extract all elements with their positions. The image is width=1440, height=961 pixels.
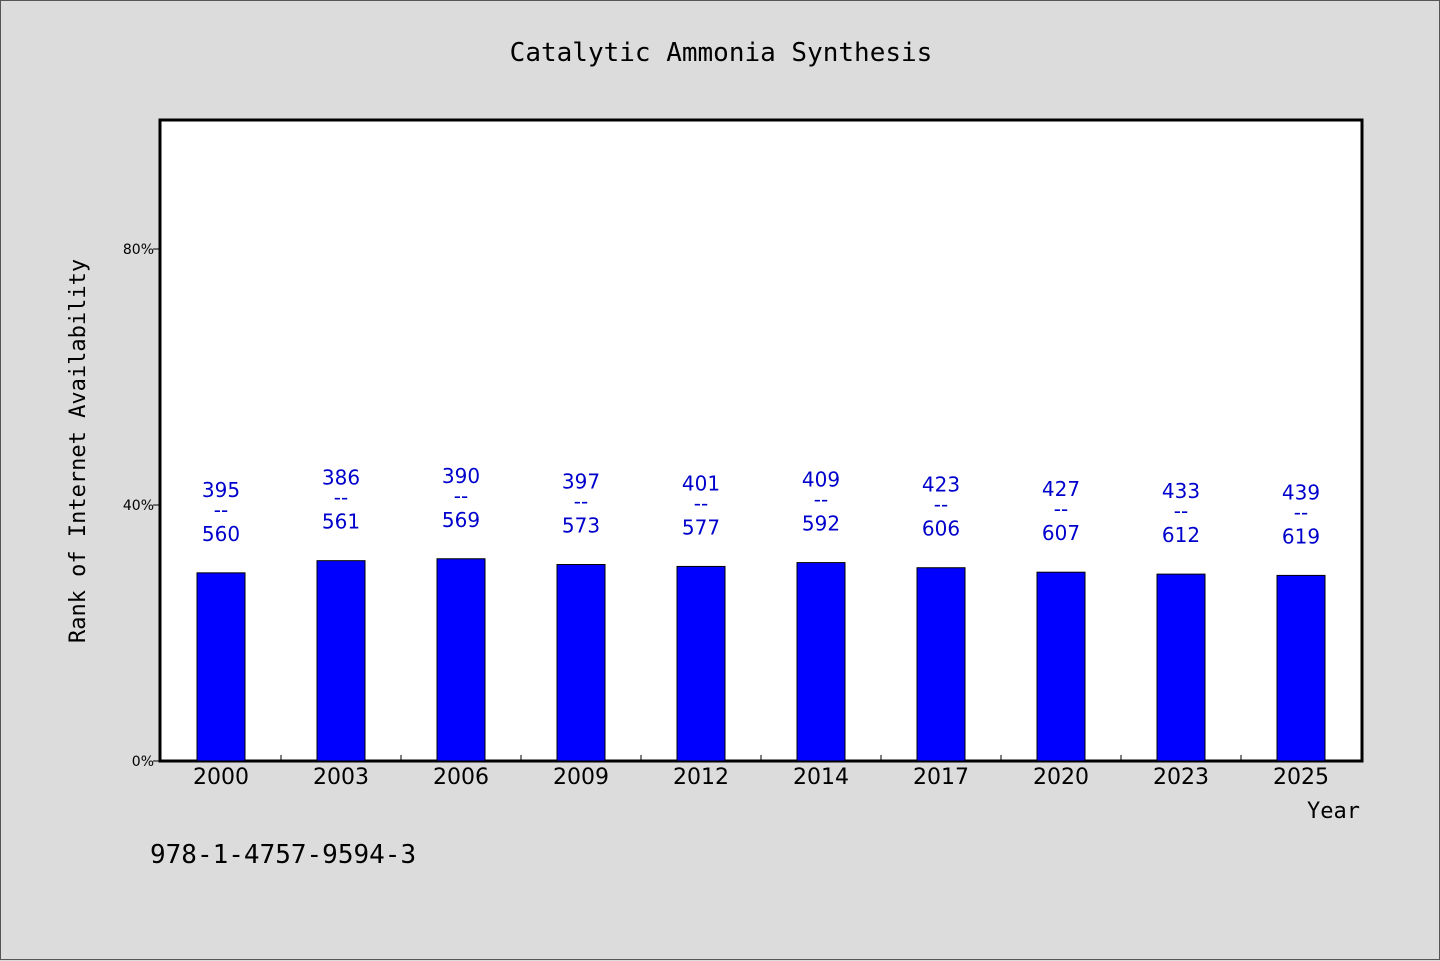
- x-tick-label: 2025: [1273, 765, 1329, 790]
- x-tick-label: 2009: [553, 765, 609, 790]
- x-tick-label: 2012: [673, 765, 729, 790]
- data-label-total: 612: [1162, 523, 1200, 547]
- data-label-rank: 397: [562, 470, 600, 494]
- data-label-separator: --: [934, 493, 948, 517]
- data-label-total: 560: [202, 522, 240, 546]
- data-label-rank: 423: [922, 473, 960, 497]
- data-label-rank: 395: [202, 478, 240, 502]
- data-label-rank: 409: [802, 468, 840, 492]
- data-label-total: 561: [322, 510, 360, 534]
- x-tick-label: 2014: [793, 765, 849, 790]
- data-label-rank: 386: [322, 466, 360, 490]
- y-axis-title: Rank of Internet Availability: [66, 259, 91, 643]
- x-tick-label: 2000: [193, 765, 249, 790]
- bar: [1156, 573, 1206, 762]
- data-label-separator: --: [454, 484, 468, 508]
- data-label-total: 577: [682, 515, 720, 539]
- x-tick-label: 2003: [313, 765, 369, 790]
- data-label-total: 573: [562, 514, 600, 538]
- bar: [796, 562, 846, 762]
- data-label-total: 592: [802, 512, 840, 536]
- data-label-total: 569: [442, 508, 480, 532]
- bar: [556, 564, 606, 762]
- data-label-total: 619: [1282, 524, 1320, 548]
- isbn-label: 978-1-4757-9594-3: [150, 840, 416, 870]
- bar: [316, 560, 366, 762]
- bar: [1276, 574, 1326, 762]
- y-tick-label: 80%: [123, 242, 154, 258]
- x-axis: 2000 2003 2006 2009 2012 2014 2017 2020 2023 2025: [193, 755, 1329, 790]
- chart-title: Catalytic Ammonia Synthesis: [510, 38, 933, 68]
- data-label-separator: --: [1054, 497, 1068, 521]
- data-label-separator: --: [1294, 500, 1308, 524]
- bar: [196, 572, 246, 762]
- data-label-total: 607: [1042, 521, 1080, 545]
- bar-series: [196, 558, 1326, 762]
- data-label-separator: --: [334, 486, 348, 510]
- bar: [676, 565, 726, 762]
- data-label-rank: 439: [1282, 480, 1320, 504]
- bar: [916, 567, 966, 762]
- x-tick-label: 2020: [1033, 765, 1089, 790]
- data-labels: 395--560386--561390--569397--573401--577…: [202, 464, 1320, 549]
- data-label-separator: --: [814, 488, 828, 512]
- bar: [1036, 571, 1086, 762]
- data-label-rank: 401: [682, 471, 720, 495]
- data-label-separator: --: [694, 491, 708, 515]
- bar: [436, 558, 486, 762]
- x-tick-label: 2006: [433, 765, 489, 790]
- y-tick-label: 40%: [123, 498, 154, 514]
- y-axis: 0% 40% 80%: [123, 242, 161, 770]
- y-tick-label: 0%: [132, 754, 154, 770]
- data-label-separator: --: [214, 498, 228, 522]
- data-label-separator: --: [574, 490, 588, 514]
- data-label-separator: --: [1174, 499, 1188, 523]
- data-label-rank: 427: [1042, 477, 1080, 501]
- x-tick-label: 2023: [1153, 765, 1209, 790]
- x-axis-title: Year: [1307, 799, 1360, 824]
- data-label-rank: 390: [442, 464, 480, 488]
- data-label-rank: 433: [1162, 479, 1200, 503]
- data-label-total: 606: [922, 517, 960, 541]
- x-tick-label: 2017: [913, 765, 969, 790]
